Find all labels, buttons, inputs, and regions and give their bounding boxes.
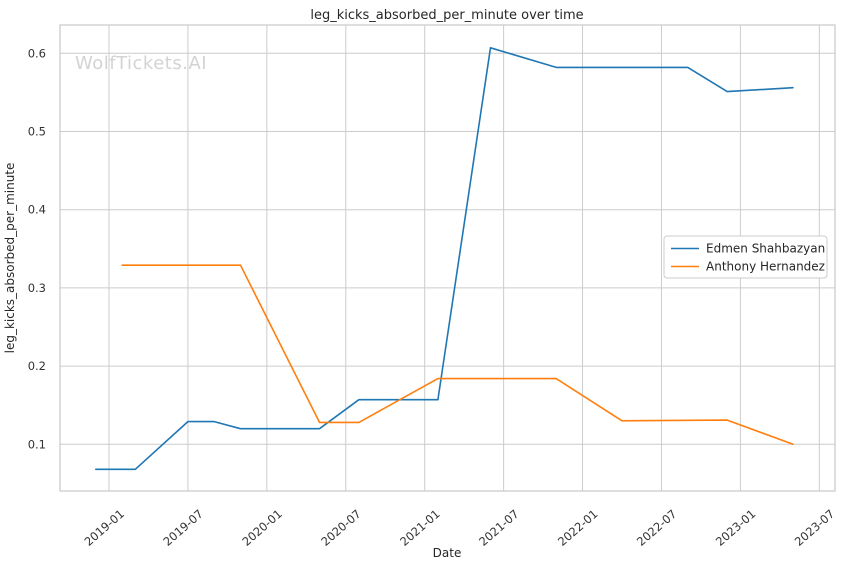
y-tick-label: 0.3 [28, 281, 46, 295]
chart-title: leg_kicks_absorbed_per_minute over time [310, 8, 583, 23]
legend-label-edmen-shahbazyan: Edmen Shahbazyan [706, 242, 825, 256]
y-tick-label: 0.1 [28, 437, 46, 451]
x-tick-label: 2021-01 [397, 507, 442, 549]
x-tick-label: 2023-07 [792, 507, 837, 549]
x-tick-label: 2019-07 [160, 507, 205, 549]
legend: Edmen Shahbazyan Anthony Hernandez [663, 235, 828, 279]
x-tick-label: 2020-07 [318, 507, 363, 549]
y-tick-label: 0.2 [28, 359, 46, 373]
x-tick-label: 2019-01 [82, 507, 127, 549]
y-axis-label: leg_kicks_absorbed_per_minute [3, 163, 17, 354]
legend-label-anthony-hernandez: Anthony Hernandez [706, 260, 825, 274]
series-line-anthony-hernandez [121, 264, 794, 446]
x-tick-label: 2022-01 [555, 507, 600, 549]
watermark-text: WolfTickets.AI [75, 53, 207, 74]
legend-frame [663, 235, 828, 279]
x-tick-label: 2022-07 [634, 507, 679, 549]
x-tick-label: 2023-01 [713, 507, 758, 549]
x-tick-label: 2021-07 [476, 507, 521, 549]
x-axis-label: Date [433, 546, 462, 560]
y-tick-label: 0.4 [28, 203, 46, 217]
series-line-edmen-shahbazyan [95, 46, 794, 471]
y-tick-label: 0.6 [28, 46, 46, 60]
x-tick-label: 2020-01 [239, 507, 284, 549]
series-lines [95, 46, 794, 471]
y-tick-label: 0.5 [28, 125, 46, 139]
